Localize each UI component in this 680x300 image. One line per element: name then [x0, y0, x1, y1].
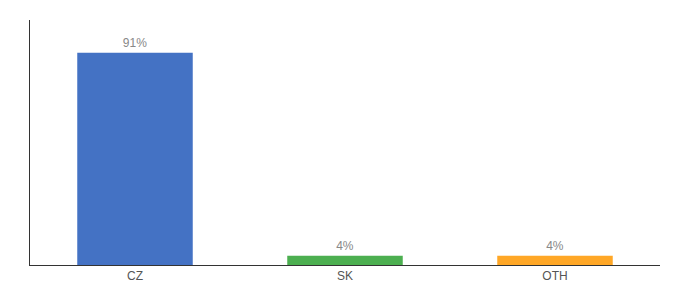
svg-text:4%: 4%: [546, 239, 564, 253]
svg-text:SK: SK: [337, 269, 353, 283]
svg-text:4%: 4%: [336, 239, 354, 253]
svg-text:CZ: CZ: [127, 269, 143, 283]
svg-text:91%: 91%: [123, 36, 147, 50]
svg-text:OTH: OTH: [542, 269, 567, 283]
